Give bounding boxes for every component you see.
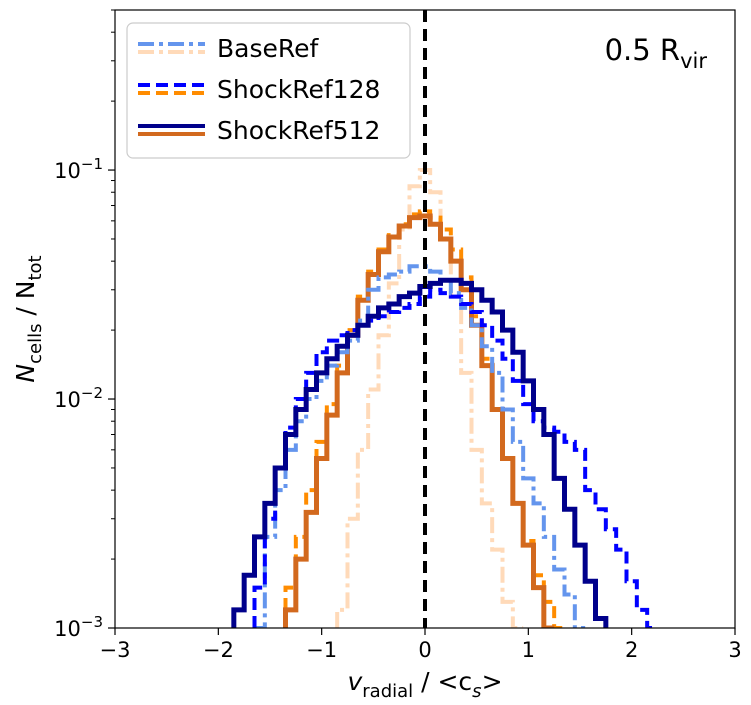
x-axis: −3 −2 −1 0 1 2 3 <box>100 628 742 662</box>
series-line-1 <box>335 168 524 628</box>
plot-area <box>114 9 736 629</box>
legend-label: ShockRef512 <box>217 116 380 145</box>
x-tick-label: 3 <box>728 638 741 662</box>
x-tick-label: 1 <box>522 638 535 662</box>
x-tick-label: 0 <box>418 638 431 662</box>
y-tick-label: 10−2 <box>54 384 103 412</box>
series-line-3 <box>283 213 555 628</box>
legend-label: BaseRef <box>217 34 320 63</box>
y-axis: 10−3 10−2 10−1 <box>54 9 115 641</box>
series-line-4 <box>254 264 586 628</box>
y-tick-label: 10−1 <box>54 155 103 183</box>
x-axis-title: vradial / <cs> <box>347 667 502 702</box>
legend: BaseRef ShockRef128 ShockRef512 <box>126 22 411 159</box>
legend-label: ShockRef128 <box>217 75 380 104</box>
x-tick-label: −2 <box>203 638 234 662</box>
series-layer <box>231 168 658 628</box>
series-line-5 <box>252 287 658 628</box>
x-tick-label: −3 <box>100 638 131 662</box>
series-line-6 <box>231 277 609 628</box>
y-tick-label: 10−3 <box>54 613 103 641</box>
x-tick-label: −1 <box>306 638 337 662</box>
y-axis-title: Ncells / Ntot <box>11 255 46 382</box>
x-tick-label: 2 <box>625 638 638 662</box>
radius-annotation: 0.5 Rvir <box>605 33 708 73</box>
